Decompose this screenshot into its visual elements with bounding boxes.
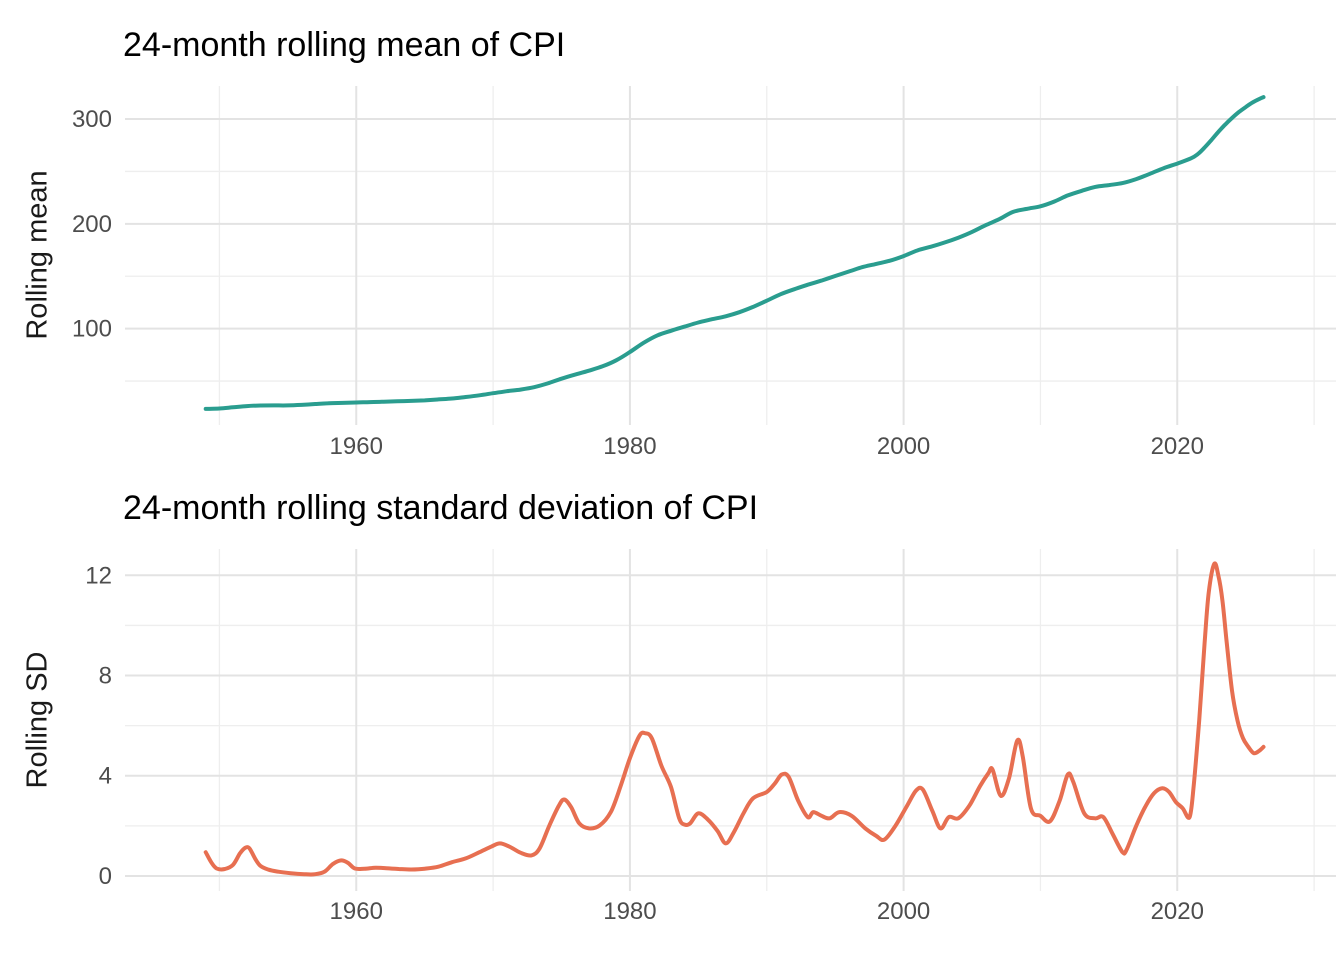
y-tick-label: 100 — [72, 316, 112, 343]
x-tick-label: 1960 — [330, 433, 383, 460]
x-tick-label: 2000 — [877, 433, 930, 460]
rolling-sd-series-line — [203, 561, 1266, 877]
x-tick-label: 2020 — [1151, 898, 1204, 925]
rolling-sd-y-axis-title: Rolling SD — [21, 651, 54, 789]
y-tick-label: 4 — [99, 763, 112, 790]
y-tick-label: 300 — [72, 106, 112, 133]
x-tick-label: 1980 — [603, 433, 656, 460]
y-tick-label: 12 — [85, 562, 112, 589]
rolling-sd-chart-title: 24-month rolling standard deviation of C… — [123, 489, 759, 527]
y-tick-label: 8 — [99, 663, 112, 690]
x-tick-label: 1960 — [330, 898, 383, 925]
rolling-mean-chart-title: 24-month rolling mean of CPI — [123, 26, 566, 64]
x-tick-label: 2020 — [1151, 433, 1204, 460]
x-tick-label: 2000 — [877, 898, 930, 925]
rolling-mean-series-line — [203, 95, 1266, 411]
y-tick-label: 200 — [72, 211, 112, 238]
x-tick-label: 1980 — [603, 898, 656, 925]
rolling-mean-y-axis-title: Rolling mean — [21, 170, 54, 340]
y-tick-label: 0 — [99, 863, 112, 890]
